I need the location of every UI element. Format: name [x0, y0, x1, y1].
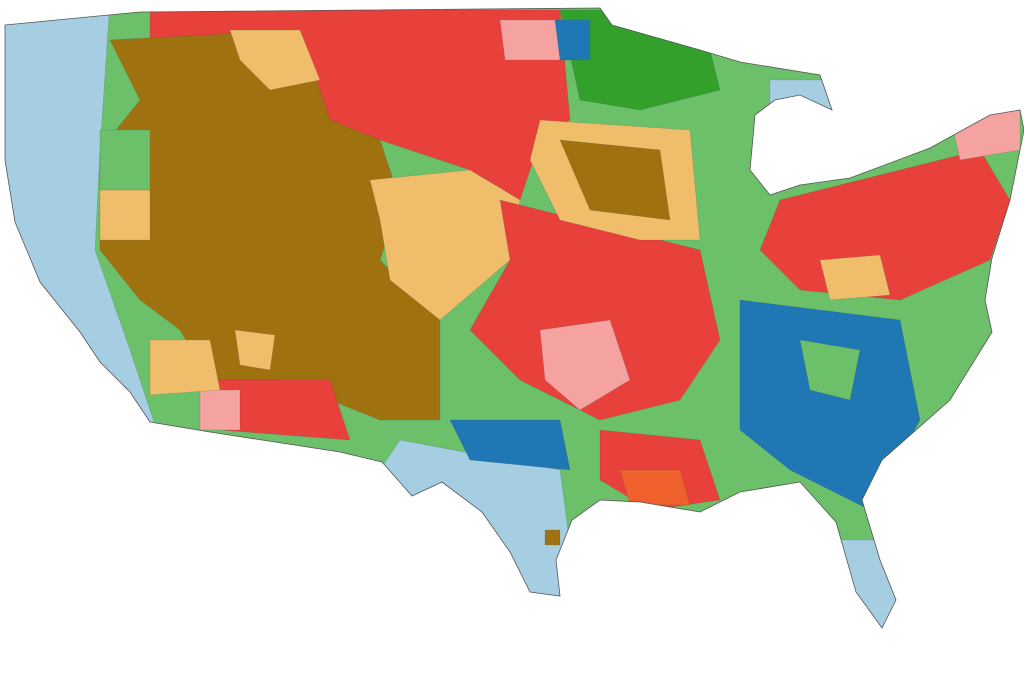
- region-central-red: [469, 199, 721, 421]
- region-north-pink: [499, 19, 566, 61]
- region-oregon-green: [99, 129, 151, 191]
- region-central-pink: [539, 319, 631, 411]
- region-texas-blue: [449, 419, 571, 471]
- region-iowa-brown: [559, 139, 671, 221]
- region-tan-patch: [234, 329, 276, 371]
- region-louisiana-orange: [619, 469, 691, 506]
- region-tan-plains: [369, 169, 521, 321]
- region-southeast-green: [799, 339, 861, 401]
- region-east-tan: [819, 254, 891, 301]
- us-outline: [4, 7, 1024, 629]
- region-tan-north: [229, 29, 321, 91]
- region-north-blue: [554, 19, 591, 61]
- region-arizona-pink: [199, 389, 241, 431]
- region-tan-nevada: [99, 189, 151, 241]
- region-california-tan: [149, 339, 221, 396]
- region-houston-brown: [544, 529, 561, 546]
